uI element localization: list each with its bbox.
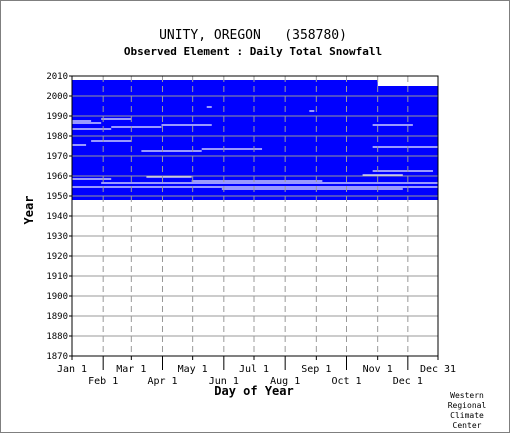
- wrcc-credit: Western Regional Climate Center: [439, 391, 495, 431]
- y-tick-label-1960: 1960: [46, 172, 68, 182]
- y-tick-label-1900: 1900: [46, 292, 68, 302]
- missing-segment-14: [111, 126, 162, 128]
- missing-segment-4: [72, 178, 112, 180]
- missing-segment-2: [191, 180, 323, 182]
- plot-area: 1870 1880 1890 1900 1910 1920 1930 1940 1950 1960…: [46, 72, 456, 387]
- x-tick-label-jun-1: Jun 1: [209, 376, 239, 387]
- x-tick-label-jan-1: Jan 1: [57, 364, 87, 375]
- missing-segment-19: [101, 118, 132, 120]
- credit-line-1: Regional: [447, 401, 487, 410]
- x-tick-label-apr-1: Apr 1: [147, 376, 177, 387]
- missing-segment-13: [72, 128, 112, 130]
- x-tick-label-dec-1: Dec 1: [393, 376, 423, 387]
- x-tick-label-may-1: May 1: [178, 364, 208, 375]
- missing-segment-7: [372, 170, 433, 172]
- observed-block-1: [72, 80, 378, 86]
- missing-segment-10: [372, 146, 438, 148]
- missing-segment-20: [309, 110, 315, 112]
- y-tick-label-1880: 1880: [46, 332, 68, 342]
- y-tick-label-1920: 1920: [46, 252, 68, 262]
- x-tick-label-dec-31: Dec 31: [420, 364, 456, 375]
- credit-line-0: Western: [450, 391, 484, 400]
- y-tick-label-1870: 1870: [46, 352, 68, 362]
- missing-segment-9: [201, 148, 263, 150]
- missing-segment-16: [372, 124, 413, 126]
- y-axis-label: Year: [22, 196, 36, 225]
- y-tick-label-2000: 2000: [46, 92, 68, 102]
- y-tick-label-1910: 1910: [46, 272, 68, 282]
- y-tick-label-1980: 1980: [46, 132, 68, 142]
- x-tick-label-aug-1: Aug 1: [270, 376, 300, 387]
- missing-segment-15: [161, 124, 212, 126]
- x-axis-label: Day of Year: [214, 384, 293, 398]
- x-tick-label-oct-1: Oct 1: [331, 376, 361, 387]
- y-tick-label-1930: 1930: [46, 232, 68, 242]
- x-tick-label-feb-1: Feb 1: [88, 376, 118, 387]
- credit-line-2: Climate: [450, 411, 484, 420]
- credit-line-3: Center: [452, 421, 482, 430]
- missing-segment-17: [72, 122, 102, 124]
- missing-segment-18: [72, 120, 92, 122]
- plot-border: [71, 75, 439, 357]
- missing-segment-6: [362, 174, 403, 176]
- x-tick-label-mar-1: Mar 1: [116, 364, 146, 375]
- x-tick-label-jul-1: Jul 1: [239, 364, 269, 375]
- x-tick-label-sep-1: Sep 1: [301, 364, 331, 375]
- y-tick-label-1970: 1970: [46, 152, 68, 162]
- y-tick-label-1890: 1890: [46, 312, 68, 322]
- y-tick-label-2010: 2010: [46, 72, 68, 82]
- missing-segment-1: [101, 182, 439, 184]
- y-tick-label-1990: 1990: [46, 112, 68, 122]
- missing-segment-21: [206, 106, 212, 108]
- missing-segment-8: [141, 150, 202, 152]
- missing-segment-0: [72, 186, 438, 188]
- missing-segment-12: [91, 140, 132, 142]
- missing-segment-11: [72, 144, 87, 146]
- chart-subtitle: Observed Element : Daily Total Snowfall: [124, 45, 382, 58]
- chart-title: UNITY, OREGON (358780): [159, 28, 347, 43]
- missing-segment-5: [146, 176, 192, 178]
- x-tick-label-nov-1: Nov 1: [363, 364, 393, 375]
- y-tick-label-1950: 1950: [46, 192, 68, 202]
- y-tick-label-1940: 1940: [46, 212, 68, 222]
- missing-segment-3: [221, 188, 403, 190]
